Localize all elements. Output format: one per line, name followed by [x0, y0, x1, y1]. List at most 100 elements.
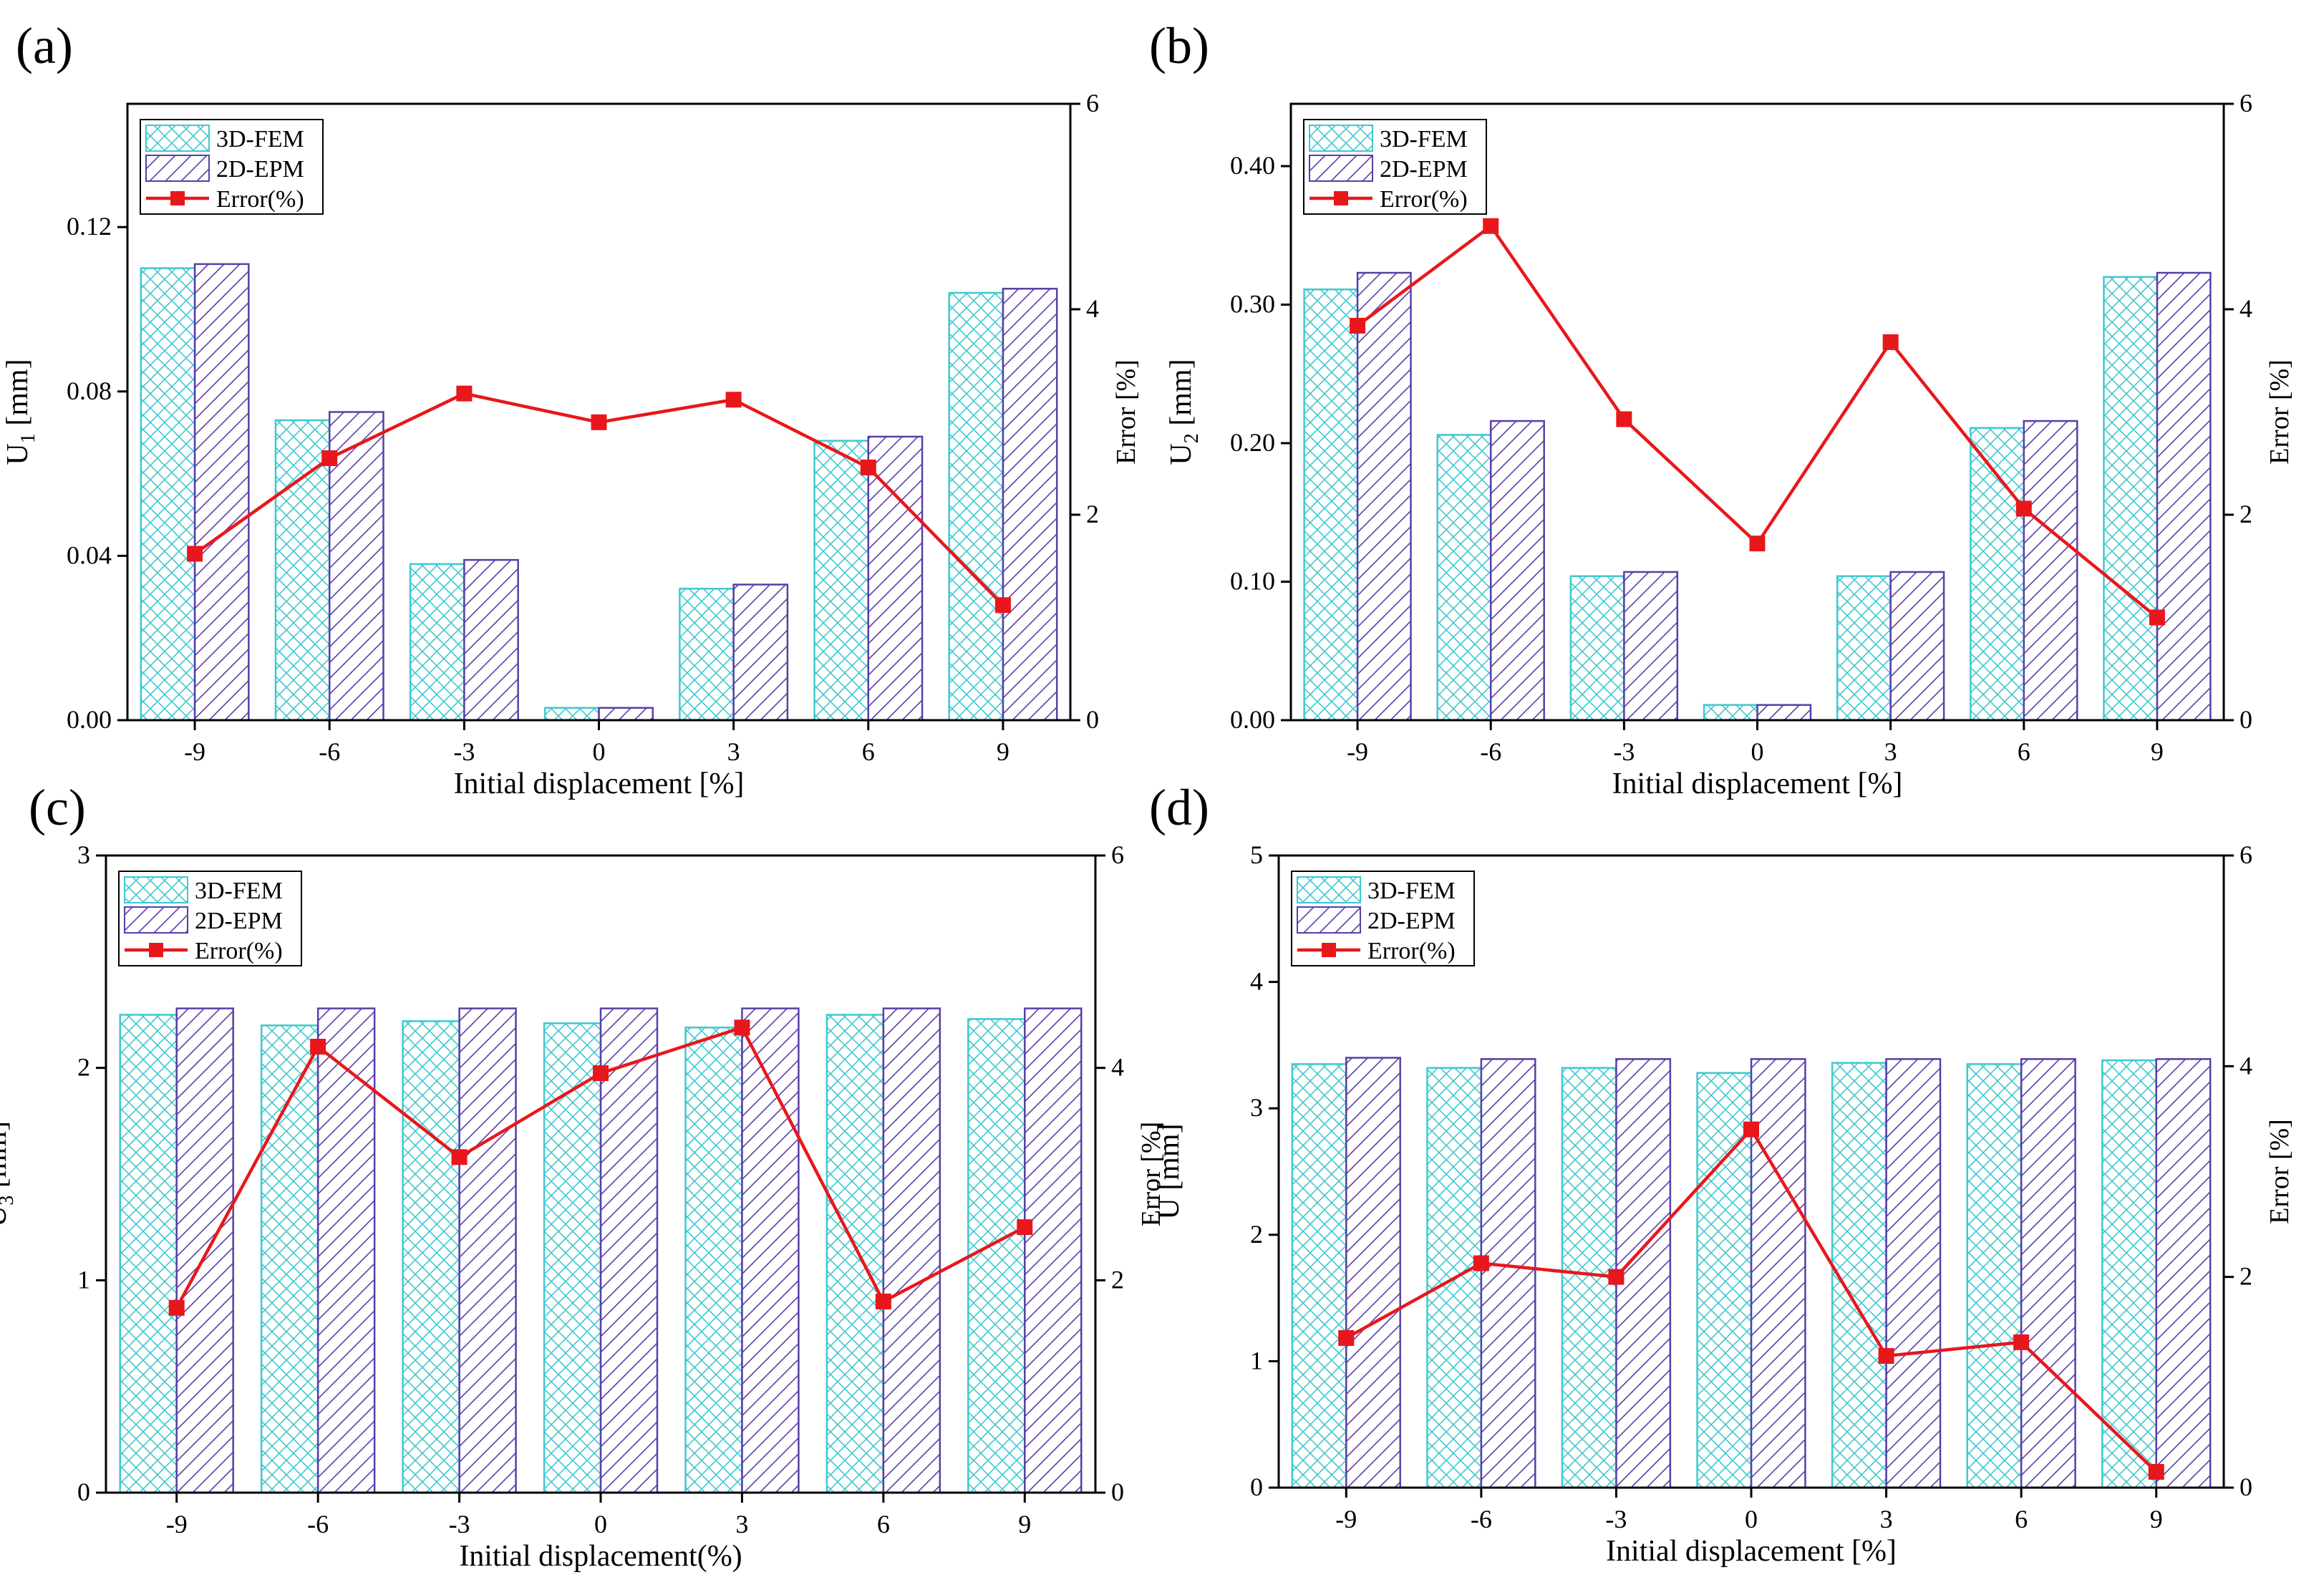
x-tick-label: -6 [319, 737, 340, 766]
x-axis-label: Initial displacement [%] [1606, 1535, 1897, 1568]
x-tick-label: 9 [1018, 1510, 1031, 1538]
y-axis-label: U2 [mm] [1165, 359, 1203, 465]
x-tick-label: 6 [2018, 737, 2030, 766]
y-tick-label: 5 [1250, 840, 1263, 869]
y-tick-label: 2 [1250, 1220, 1263, 1249]
y-tick-label: 0.00 [1230, 705, 1275, 734]
y2-tick-label: 4 [2240, 294, 2252, 323]
legend-marker-error [149, 943, 163, 957]
y-tick-label: 1 [77, 1265, 90, 1294]
x-tick-label: -9 [166, 1510, 188, 1538]
y-tick-label: 3 [1250, 1093, 1263, 1122]
y-tick-label: 0.20 [1230, 428, 1275, 457]
bar-3d-fem-0 [543, 1022, 602, 1494]
y-tick-label: 3 [77, 840, 90, 869]
legend-label-error: Error(%) [1367, 938, 1456, 964]
y-tick-label: 0.10 [1230, 567, 1275, 596]
bar-3d-fem--6 [274, 419, 331, 722]
bar-2d-epm-6 [867, 435, 924, 722]
y2-tick-label: 0 [2240, 1473, 2252, 1501]
bar-2d-epm--9 [1356, 271, 1412, 722]
legend-label-2d-epm: 2D-EPM [1380, 156, 1468, 183]
x-tick-label: -9 [1335, 1505, 1357, 1533]
bar-2d-epm-3 [732, 583, 789, 722]
error-point-3 [725, 392, 742, 408]
bar-3d-fem-0 [1696, 1072, 1753, 1489]
error-point--6 [321, 450, 338, 467]
bar-2d-epm-6 [2023, 420, 2078, 722]
y2-tick-label: 4 [1111, 1053, 1124, 1082]
bar-3d-fem-6 [825, 1014, 885, 1494]
x-axis-label: Initial displacement [%] [1612, 767, 1903, 800]
x-tick-label: -9 [1347, 737, 1368, 766]
bar-2d-epm-6 [2020, 1058, 2076, 1489]
x-tick-label: 6 [877, 1510, 890, 1538]
y2-tick-label: 2 [1086, 500, 1099, 528]
y-tick-label: 0.08 [67, 377, 112, 405]
y-tick-label: 2 [77, 1053, 90, 1082]
bar-2d-epm-9 [1002, 288, 1058, 722]
y-tick-label: 0 [77, 1478, 90, 1506]
error-point-9 [994, 597, 1011, 614]
y2-tick-label: 0 [2240, 705, 2252, 734]
legend-label-3d-fem: 3D-FEM [1367, 878, 1456, 904]
error-point--3 [456, 385, 473, 402]
error-point--3 [1608, 1269, 1625, 1285]
y-tick-label: 0.12 [67, 212, 112, 241]
x-tick-label: -6 [307, 1510, 329, 1538]
bar-2d-epm--9 [193, 263, 250, 722]
error-point-9 [1017, 1219, 1033, 1236]
legend: 3D-FEM 2D-EPM Error(%) [1303, 119, 1487, 215]
panel-label: (a) [16, 17, 73, 74]
bar-3d-fem-0 [1703, 704, 1758, 722]
error-point--3 [1616, 411, 1632, 427]
legend: 3D-FEM 2D-EPM Error(%) [118, 871, 302, 966]
legend-label-error: Error(%) [216, 186, 304, 213]
bar-3d-fem-9 [948, 291, 1004, 722]
x-tick-label: 0 [1745, 1505, 1758, 1533]
bar-2d-epm--6 [328, 411, 384, 722]
error-point--6 [1473, 1255, 1489, 1271]
panel-label: (c) [29, 779, 86, 836]
x-tick-label: -3 [1605, 1505, 1627, 1533]
legend-label-3d-fem: 3D-FEM [216, 126, 304, 152]
x-tick-label: 6 [862, 737, 875, 766]
y2-tick-label: 6 [2240, 840, 2252, 869]
bar-2d-epm--6 [1480, 1058, 1536, 1489]
bar-3d-fem-6 [813, 440, 870, 722]
bar-3d-fem--9 [140, 267, 196, 722]
legend-swatch-3d-fem [1297, 876, 1361, 903]
bar-2d-epm-0 [599, 1007, 659, 1494]
legend-swatch-3d-fem [1309, 125, 1373, 152]
x-tick-label: 3 [727, 737, 740, 766]
bar-3d-fem-3 [1836, 575, 1892, 722]
bar-2d-epm-0 [1756, 704, 1812, 722]
x-tick-label: 9 [997, 737, 1010, 766]
x-tick-label: 3 [1880, 1505, 1893, 1533]
error-point-0 [593, 1065, 609, 1082]
y2-tick-label: 2 [2240, 1262, 2252, 1291]
error-point--9 [168, 1299, 185, 1316]
bar-2d-epm--9 [1345, 1057, 1401, 1489]
bar-3d-fem--3 [1561, 1067, 1617, 1489]
chart-panel-1: (a) 0.00 0.04 0.08 0.12 0 2 4 6 -9 -6 -3 0 3 6 9 Initial… [1, 17, 1141, 800]
bar-3d-fem--3 [409, 563, 465, 722]
bar-2d-epm--3 [1615, 1058, 1672, 1489]
bar-2d-epm-0 [1750, 1058, 1806, 1489]
error-point-3 [1882, 334, 1899, 350]
y2-tick-label: 6 [2240, 89, 2252, 117]
x-tick-label: -3 [453, 737, 475, 766]
y2-axis-label: Error [%] [1136, 1122, 1166, 1227]
legend-label-2d-epm: 2D-EPM [216, 156, 304, 183]
bar-3d-fem-3 [679, 588, 735, 722]
x-tick-label: 3 [735, 1510, 748, 1538]
legend-swatch-2d-epm [124, 906, 188, 934]
y2-tick-label: 6 [1111, 840, 1124, 869]
bar-3d-fem-3 [1831, 1062, 1887, 1489]
y2-axis-label: Error [%] [2265, 359, 2295, 465]
x-tick-label: -6 [1480, 737, 1501, 766]
bar-3d-fem-6 [1966, 1063, 2023, 1489]
y2-tick-label: 4 [1086, 294, 1099, 323]
bar-2d-epm--3 [458, 1007, 517, 1494]
